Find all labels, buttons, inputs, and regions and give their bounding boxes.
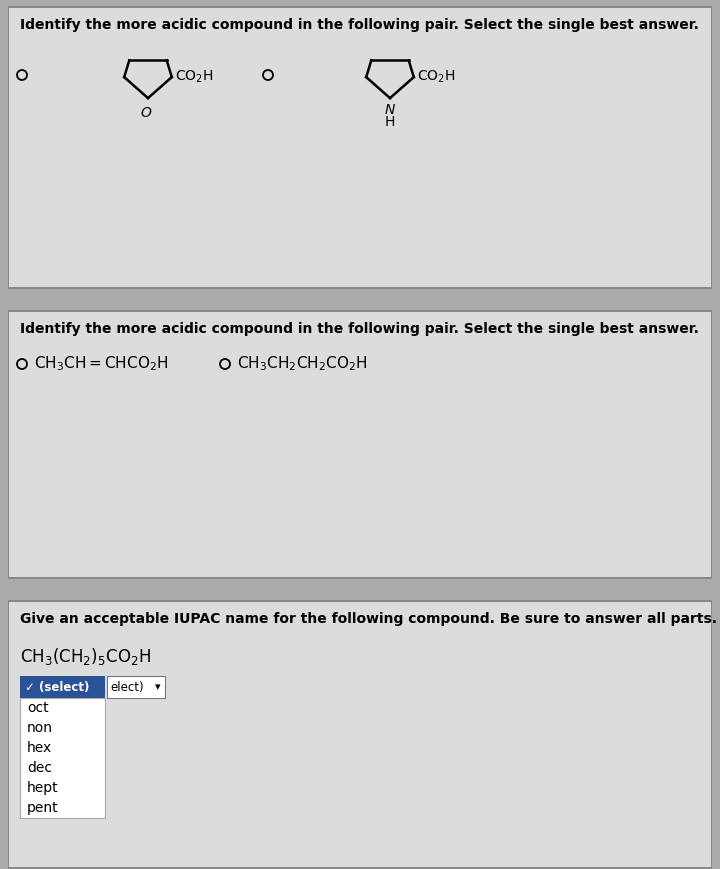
Text: non: non: [27, 721, 53, 735]
Text: H: H: [384, 115, 395, 129]
Text: Identify the more acidic compound in the following pair. Select the single best : Identify the more acidic compound in the…: [20, 18, 699, 32]
Text: CH$_3$CH$_2$CH$_2$CO$_2$H: CH$_3$CH$_2$CH$_2$CO$_2$H: [237, 355, 367, 374]
Text: CO$_2$H: CO$_2$H: [417, 69, 455, 85]
FancyBboxPatch shape: [9, 312, 711, 577]
FancyBboxPatch shape: [20, 676, 105, 698]
Text: N: N: [384, 103, 395, 117]
FancyBboxPatch shape: [107, 676, 165, 698]
Text: Give an acceptable IUPAC name for the following compound. Be sure to answer all : Give an acceptable IUPAC name for the fo…: [20, 612, 717, 626]
Text: elect): elect): [110, 680, 143, 693]
FancyBboxPatch shape: [8, 6, 712, 289]
Text: hept: hept: [27, 781, 58, 795]
Text: CO$_2$H: CO$_2$H: [175, 69, 213, 85]
FancyBboxPatch shape: [8, 310, 712, 579]
Text: O: O: [140, 106, 151, 120]
Text: ✓ (select): ✓ (select): [25, 680, 89, 693]
Text: dec: dec: [27, 761, 52, 775]
Text: Identify the more acidic compound in the following pair. Select the single best : Identify the more acidic compound in the…: [20, 322, 699, 336]
Text: ▾: ▾: [155, 682, 161, 692]
Text: oct: oct: [27, 701, 49, 715]
Text: CH$_3$CH$=$CHCO$_2$H: CH$_3$CH$=$CHCO$_2$H: [34, 355, 168, 374]
FancyBboxPatch shape: [9, 602, 711, 867]
FancyBboxPatch shape: [8, 600, 712, 869]
Text: CH$_3$(CH$_2$)$_5$CO$_2$H: CH$_3$(CH$_2$)$_5$CO$_2$H: [20, 646, 151, 667]
FancyBboxPatch shape: [9, 8, 711, 287]
FancyBboxPatch shape: [20, 698, 105, 818]
Text: pent: pent: [27, 801, 58, 815]
Text: hex: hex: [27, 741, 53, 755]
